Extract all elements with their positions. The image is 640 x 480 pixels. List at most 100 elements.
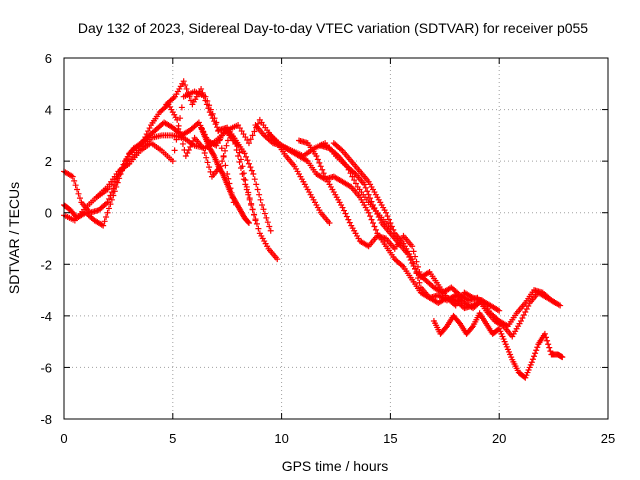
data-point [208, 112, 215, 119]
data-point [145, 128, 152, 135]
data-point [245, 189, 252, 196]
data-point [224, 137, 231, 144]
data-point [369, 201, 376, 208]
x-tick-label: 20 [492, 431, 506, 446]
data-point [559, 354, 566, 361]
data-point [385, 216, 392, 223]
data-point [557, 302, 564, 309]
data-point [239, 171, 246, 178]
data-point [248, 200, 255, 207]
x-tick-label: 5 [169, 431, 176, 446]
data-point [237, 156, 244, 163]
y-axis-label: SDTVAR / TECUs [6, 182, 22, 294]
y-tick-label: -4 [40, 309, 52, 324]
data-point [259, 201, 266, 208]
data-point [110, 185, 117, 192]
data-point [367, 195, 374, 202]
data-point [203, 154, 210, 161]
data-point [75, 190, 82, 197]
data-point [346, 219, 353, 226]
data-point [339, 204, 346, 211]
data-point [251, 176, 258, 183]
y-tick-label: 4 [45, 103, 52, 118]
data-point [529, 356, 536, 363]
data-point [218, 145, 225, 152]
data-point [185, 89, 192, 96]
data-point [242, 177, 249, 184]
data-point [210, 151, 217, 158]
data-points [61, 78, 566, 381]
y-tick-labels: -8 -6 -4 -2 0 2 4 6 [40, 51, 52, 427]
data-point [245, 160, 252, 167]
data-point [523, 305, 530, 312]
data-point [528, 359, 535, 366]
data-point [388, 223, 395, 230]
data-point [267, 227, 274, 234]
data-point [175, 125, 182, 132]
data-point [220, 153, 227, 160]
data-point [238, 128, 245, 135]
data-point [264, 219, 271, 226]
data-point [320, 170, 327, 177]
data-point [254, 186, 261, 193]
data-point [185, 146, 192, 153]
data-point [108, 196, 115, 203]
x-tick-label: 0 [60, 431, 67, 446]
data-point [544, 337, 551, 344]
data-point [206, 164, 213, 171]
data-point [541, 330, 548, 337]
data-point [205, 105, 212, 112]
data-point [552, 299, 559, 306]
data-point [256, 191, 263, 198]
data-point [374, 211, 381, 218]
x-tick-label: 15 [383, 431, 397, 446]
data-point [531, 353, 538, 360]
data-point [246, 195, 253, 202]
data-point [251, 211, 258, 218]
data-point [247, 136, 254, 143]
data-point [365, 209, 372, 216]
data-point [252, 217, 259, 224]
data-point [253, 181, 260, 188]
data-point [236, 149, 243, 156]
data-point [108, 189, 115, 196]
data-point [410, 263, 417, 270]
data-point [179, 140, 186, 147]
data-point [184, 149, 191, 156]
data-point [410, 248, 417, 255]
data-point [206, 109, 213, 116]
data-point [182, 82, 189, 89]
data-point [375, 214, 382, 221]
y-tick-label: -6 [40, 360, 52, 375]
chart-title: Day 132 of 2023, Sidereal Day-to-day VTE… [78, 20, 588, 36]
data-point [532, 350, 539, 357]
data-point [409, 243, 416, 250]
data-point [371, 204, 378, 211]
data-point [249, 132, 256, 139]
data-point [496, 307, 503, 314]
data-point [186, 93, 193, 100]
data-point [222, 147, 229, 154]
data-point [547, 348, 554, 355]
grid-lines [64, 58, 608, 419]
x-tick-label: 10 [274, 431, 288, 446]
data-point [361, 181, 368, 188]
data-point [105, 195, 112, 202]
data-point [245, 219, 252, 226]
data-point [104, 199, 111, 206]
data-point [178, 104, 185, 111]
data-point [384, 213, 391, 220]
data-point [412, 266, 419, 273]
data-point [235, 122, 242, 129]
data-point [317, 163, 324, 170]
data-point [255, 225, 262, 232]
data-point [266, 223, 273, 230]
data-point [240, 131, 247, 138]
data-point [243, 153, 250, 160]
x-axis-label: GPS time / hours [282, 458, 389, 474]
data-point [263, 214, 270, 221]
data-point [261, 210, 268, 217]
data-point [533, 347, 540, 354]
data-point [211, 118, 218, 125]
data-point [383, 209, 390, 216]
